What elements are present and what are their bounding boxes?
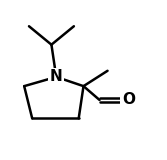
Text: N: N — [50, 69, 63, 84]
Text: O: O — [122, 92, 135, 108]
